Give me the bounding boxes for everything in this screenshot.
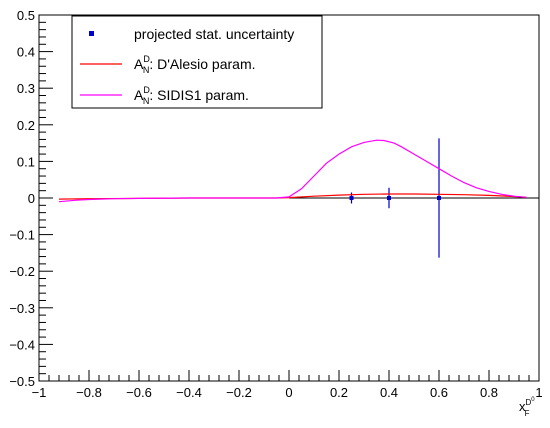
y-tick-label: 0 <box>28 191 35 206</box>
x-tick-label: −0.8 <box>76 385 102 400</box>
series-layer <box>58 138 527 258</box>
legend-marker-points <box>89 31 94 36</box>
y-tick-label: −0.3 <box>9 301 35 316</box>
legend: projected stat. uncertainty AD N: D'Alesi… <box>71 15 323 109</box>
axis-layer: −1 −0.8 −0.6 −0.4 −0.2 0 0.2 0.4 0.6 0.8 1 −0.5 −0.4… <box>9 8 542 400</box>
y-tick-label: 0.4 <box>17 45 35 60</box>
legend-box <box>71 15 323 109</box>
x-tick-label: 1 <box>535 385 542 400</box>
y-tick-label: 0.1 <box>17 154 35 169</box>
legend-label-dalesio: AD N: D'Alesio param. <box>134 54 256 75</box>
data-point <box>349 196 354 200</box>
y-tick-label: −0.4 <box>9 337 35 352</box>
data-point <box>387 196 391 200</box>
y-tick-label: 0.2 <box>17 118 35 133</box>
x-axis-label: xD0 F <box>519 397 535 418</box>
x-tick-label: 0.4 <box>380 385 398 400</box>
y-tick-label: 0.3 <box>17 81 35 96</box>
x-tick-label: −0.2 <box>226 385 252 400</box>
legend-label-sidis1: AD N: SIDIS1 param. <box>134 85 249 106</box>
y-tick-label: −0.5 <box>9 374 35 389</box>
x-tick-label: 0 <box>285 385 292 400</box>
x-tick-label: −0.4 <box>176 385 202 400</box>
y-tick-label: −0.1 <box>9 228 35 243</box>
x-tick-label: 0.2 <box>330 385 348 400</box>
y-tick-label: 0.5 <box>17 8 35 23</box>
y-tick-label: −0.2 <box>9 264 35 279</box>
x-tick-label: 0.8 <box>480 385 498 400</box>
legend-label-points: projected stat. uncertainty <box>134 26 294 42</box>
data-point <box>437 196 441 200</box>
x-tick-label: −0.6 <box>126 385 152 400</box>
x-tick-label: −1 <box>32 385 47 400</box>
x-tick-label: 0.6 <box>430 385 448 400</box>
series-line <box>58 139 527 203</box>
